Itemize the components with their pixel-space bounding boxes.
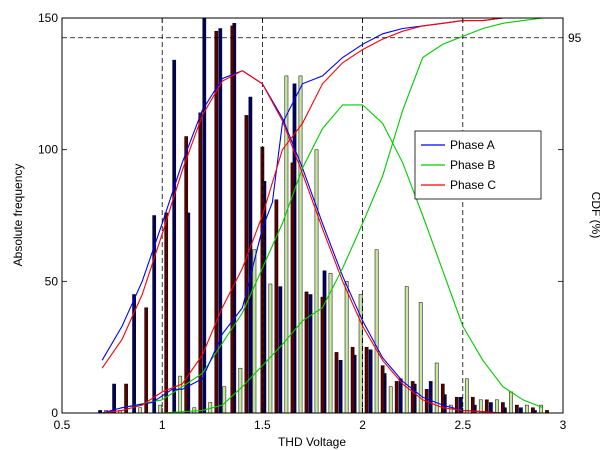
hist-bar-phase-a-15: [338, 360, 343, 414]
y-tick-label-0: 0: [51, 406, 58, 420]
hist-bar-phase-c-7: [230, 25, 235, 414]
hist-bar-phase-b-23: [464, 378, 469, 414]
x-axis-ticks: 0.5 1 1.5 2 2.5 3: [54, 18, 567, 432]
hist-bar-phase-c-3: [164, 212, 169, 414]
cdf-curve-phase-b: [102, 17, 544, 414]
hist-bar-phase-c-16: [364, 346, 369, 414]
hist-bar-phase-a-4: [172, 59, 177, 414]
hist-bar-phase-c-11: [290, 162, 295, 414]
y-tick-label-3: 150: [38, 11, 58, 25]
reference-vertical-lines: [161, 18, 464, 413]
y-axis-label-right: CDF (%): [589, 192, 600, 239]
legend-label-c: Phase C: [450, 178, 496, 192]
hist-bar-phase-b-19: [404, 286, 409, 414]
hist-bar-phase-c-19: [410, 381, 415, 414]
x-axis-label: THD Voltage: [278, 435, 346, 449]
hist-bar-phase-b-8: [238, 367, 243, 414]
hist-bar-phase-b-9: [252, 249, 257, 414]
y-tick-label-2: 100: [38, 143, 58, 157]
hist-bar-phase-c-2: [144, 307, 149, 414]
hist-bar-phase-b-16: [358, 294, 363, 414]
distribution-curve-phase-c: [101, 70, 503, 414]
hist-bar-phase-a-21: [428, 381, 433, 414]
hist-bar-phase-c-12: [304, 291, 309, 414]
hist-bar-phase-c-4: [184, 136, 189, 414]
hist-bar-phase-b-2: [138, 407, 143, 414]
hist-bar-phase-c-27: [531, 407, 535, 414]
hist-bar-phase-b-26: [509, 391, 513, 414]
cdf-curve-phase-c: [102, 17, 543, 414]
hist-bar-phase-b-10: [268, 283, 273, 414]
plot-frame: [61, 17, 564, 414]
hist-bar-phase-a-19: [398, 378, 403, 414]
hist-bar-phase-a-17: [368, 349, 373, 414]
hist-bar-phase-a-11: [278, 286, 283, 414]
hist-bar-phase-b-17: [374, 249, 379, 414]
hist-bar-phase-b-15: [344, 281, 349, 414]
hist-bar-phase-c-26: [515, 404, 519, 414]
y-axis-ticks: 0 50 100 150: [38, 11, 563, 420]
hist-bar-phase-b-4: [178, 375, 183, 414]
x-tick-label-0: 0.5: [54, 418, 71, 432]
hist-bar-phase-b-18: [388, 386, 393, 414]
hist-bar-phase-b-3: [158, 404, 163, 414]
hist-bar-phase-c-18: [394, 381, 399, 414]
hist-bar-phase-a-13: [308, 294, 313, 414]
hist-bar-phase-a-9: [248, 96, 253, 414]
hist-bar-phase-b-27: [525, 404, 529, 414]
x-tick-label-4: 2.5: [454, 418, 471, 432]
hist-bar-phase-b-25: [495, 399, 499, 414]
hist-bar-phase-c-13: [320, 296, 325, 414]
legend-label-b: Phase B: [450, 158, 495, 172]
hist-bar-phase-c-25: [501, 402, 505, 414]
hist-bar-phase-c-8: [244, 115, 249, 414]
hist-bar-phase-a-1: [112, 383, 116, 414]
legend: Phase A Phase B Phase C: [414, 130, 542, 200]
hist-bar-phase-a-25: [489, 402, 493, 414]
hist-bar-phase-c-15: [350, 346, 355, 414]
y-axis-label-left: Absolute frequency: [11, 164, 25, 267]
curve-lines: [101, 17, 544, 414]
hist-bar-phase-c-17: [380, 365, 385, 414]
hist-bar-phase-c-10: [274, 199, 279, 414]
histogram-bars: [98, 17, 549, 414]
x-tick-label-2: 1.5: [254, 418, 271, 432]
hist-bar-phase-c-14: [334, 352, 339, 414]
distribution-curve-phase-b: [121, 104, 544, 409]
hist-bar-phase-b-7: [222, 386, 227, 414]
hist-bar-phase-c-5: [198, 112, 203, 414]
hist-bar-phase-c-24: [484, 399, 489, 414]
x-tick-label-1: 1: [159, 418, 166, 432]
y-tick-label-1: 50: [45, 274, 59, 288]
reference-line-label: 95: [568, 31, 582, 45]
hist-bar-phase-c-21: [440, 383, 445, 414]
x-tick-label-5: 3: [560, 418, 567, 432]
hist-bar-phase-c-22: [454, 396, 459, 414]
hist-bar-phase-b-13: [314, 149, 319, 414]
legend-label-a: Phase A: [450, 138, 495, 152]
x-tick-label-3: 2: [359, 418, 366, 432]
hist-bar-phase-a-27: [519, 407, 523, 414]
